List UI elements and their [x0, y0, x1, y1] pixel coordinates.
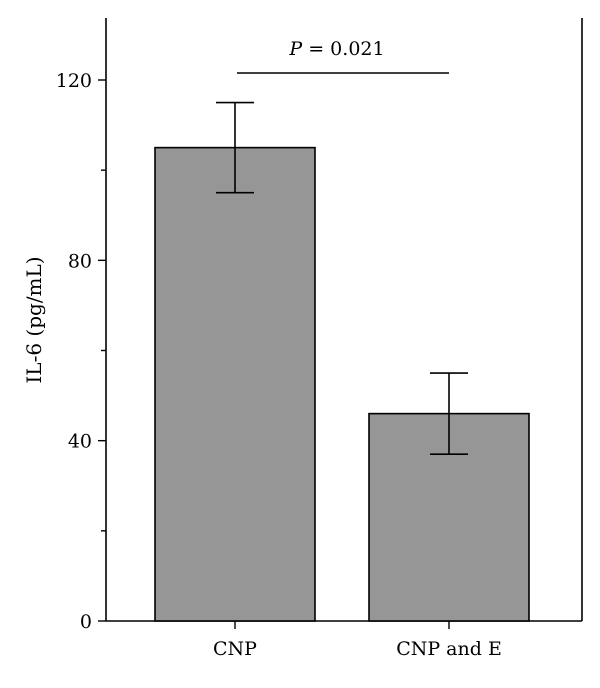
y-tick-label: 80	[68, 250, 92, 272]
x-tick-label: CNP	[213, 638, 257, 660]
x-tick-label: CNP and E	[396, 638, 502, 660]
y-tick-label: 0	[80, 611, 92, 633]
y-tick-label: 120	[56, 70, 92, 92]
error-bar-0	[216, 101, 254, 194]
bar-0	[154, 146, 316, 622]
significance-label: P = 0.021	[288, 38, 384, 60]
bars	[154, 146, 530, 622]
significance-annotation: P = 0.021	[237, 38, 449, 74]
y-axis-label: IL-6 (pg/mL)	[22, 256, 46, 383]
y-tick-label: 40	[68, 431, 92, 453]
p-symbol: P	[288, 38, 303, 60]
error-bar-1	[430, 372, 468, 455]
y-ticks: 0 40 80 120	[56, 70, 106, 633]
x-ticks: CNP CNP and E	[213, 621, 502, 660]
error-bars	[216, 101, 468, 455]
p-value: = 0.021	[302, 38, 384, 60]
